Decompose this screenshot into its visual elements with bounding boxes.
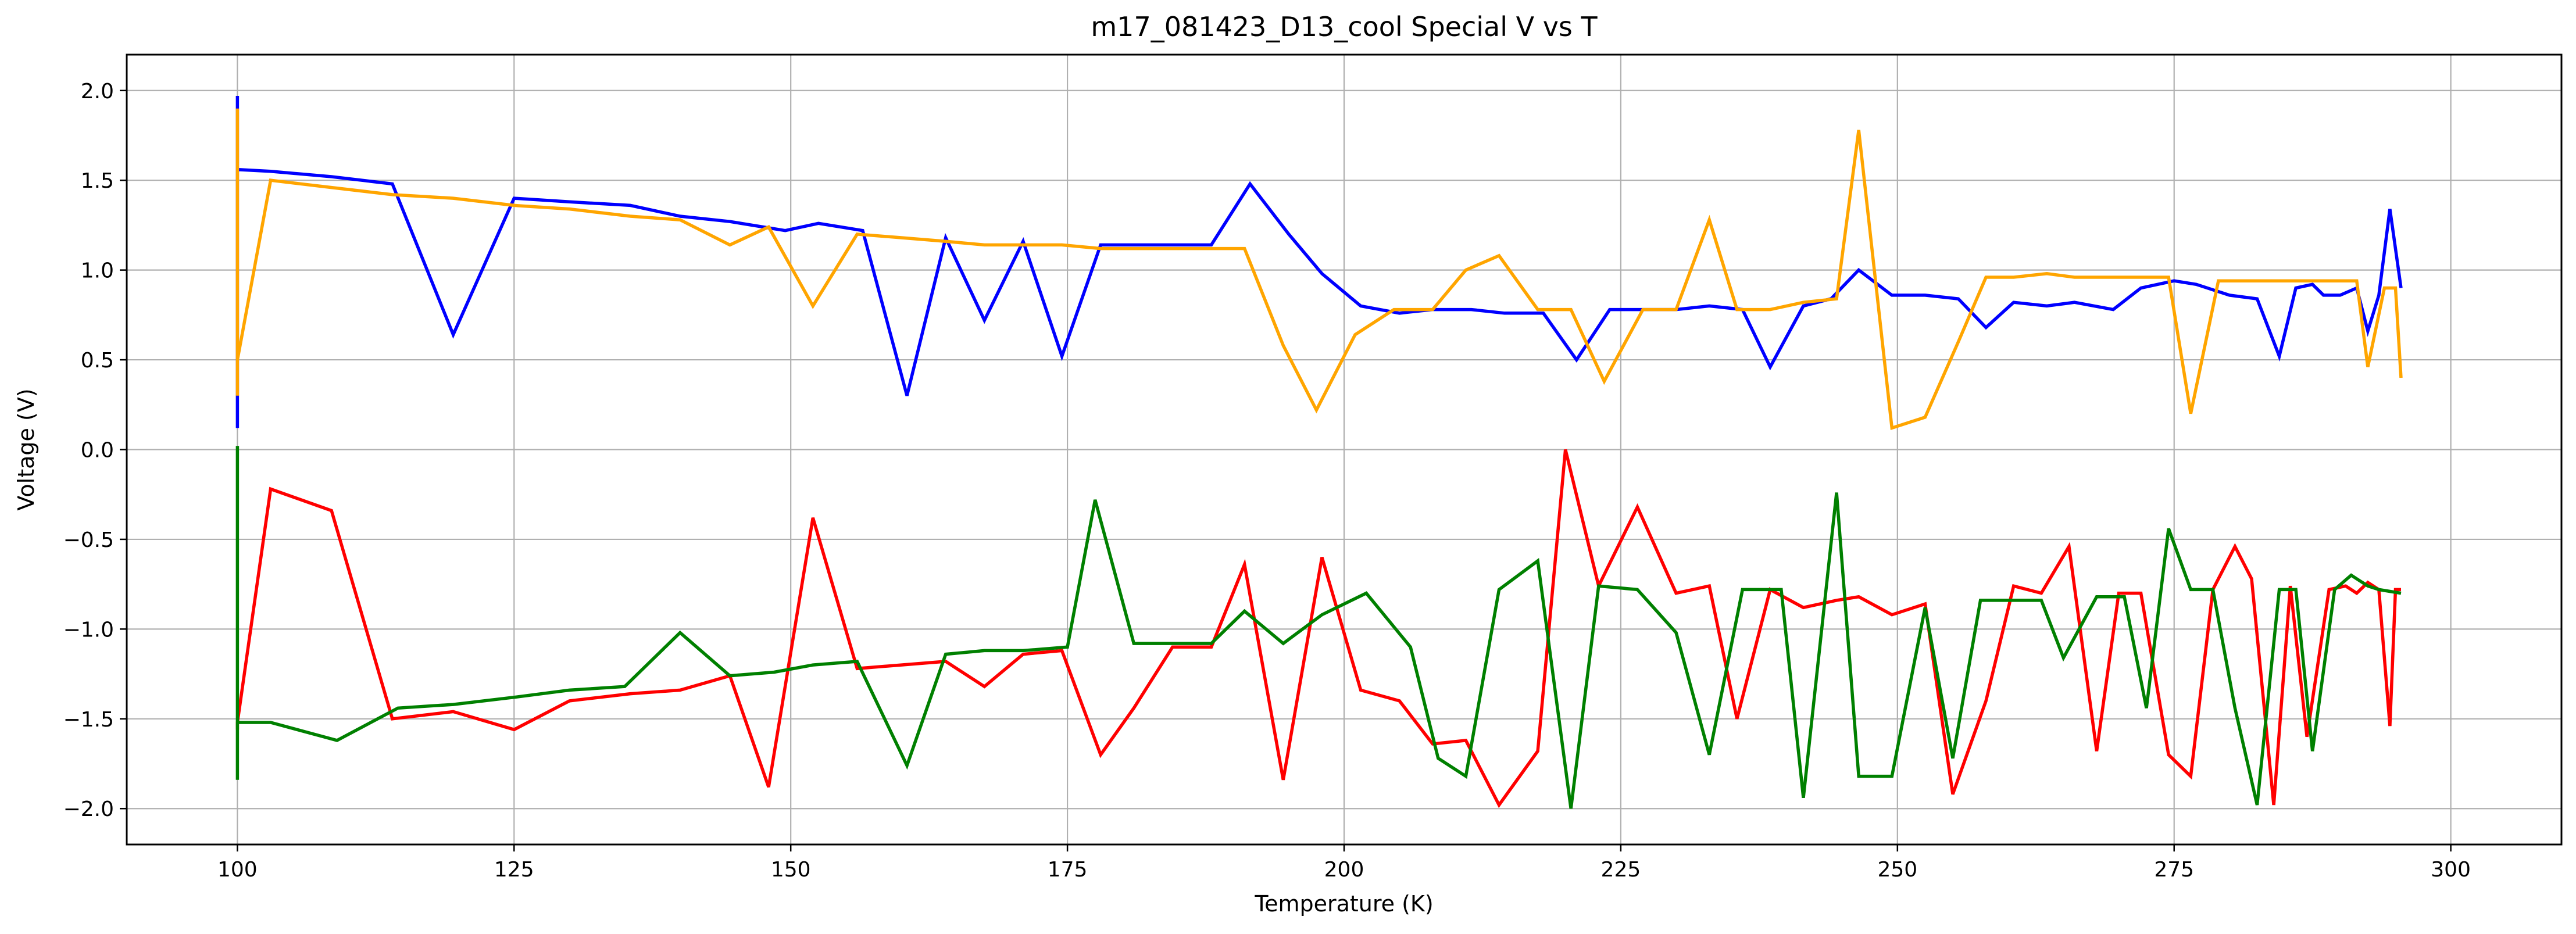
x-axis-label: Temperature (K) — [1254, 891, 1433, 917]
x-tick-label: 150 — [771, 858, 811, 882]
ticks: 100 125 150 175 200 225 250 275 300 −2.0 −1.5 −1.0 −… — [63, 80, 2471, 882]
y-axis-label: Voltage (V) — [13, 388, 39, 510]
y-tick-label: 0.5 — [81, 349, 114, 373]
x-tick-label: 300 — [2431, 858, 2471, 882]
y-tick-label: −2.0 — [63, 797, 114, 821]
y-tick-label: −1.5 — [63, 708, 114, 732]
y-tick-label: 0.0 — [81, 439, 114, 463]
x-tick-label: 125 — [494, 858, 534, 882]
y-tick-label: 1.0 — [81, 259, 114, 283]
series-layer — [235, 96, 2403, 809]
y-tick-label: 2.0 — [81, 80, 114, 103]
y-tick-label: −1.0 — [63, 618, 114, 642]
x-tick-label: 250 — [1877, 858, 1917, 882]
x-tick-label: 175 — [1048, 858, 1088, 882]
series-line-3 — [235, 449, 2401, 808]
series-line-4 — [235, 446, 2402, 809]
y-tick-label: 1.5 — [81, 169, 114, 193]
series-line-2 — [235, 108, 2403, 431]
series-line-1 — [235, 96, 2403, 428]
x-tick-label: 225 — [1601, 858, 1641, 882]
chart-title: m17_081423_D13_cool Special V vs T — [1091, 11, 1598, 42]
x-tick-label: 275 — [2154, 858, 2194, 882]
x-tick-label: 200 — [1324, 858, 1364, 882]
y-tick-label: −0.5 — [63, 528, 114, 552]
x-tick-label: 100 — [217, 858, 258, 882]
